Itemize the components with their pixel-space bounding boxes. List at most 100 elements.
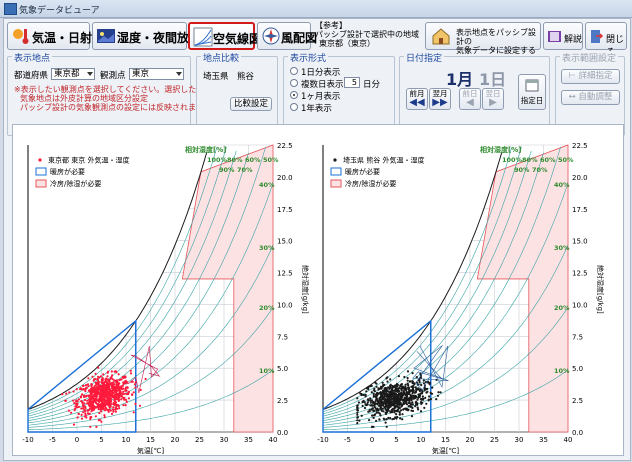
tab-humidity-radiation[interactable]: 湿度・夜間放射 (92, 22, 201, 50)
radio-multi-day[interactable] (290, 79, 298, 87)
close-button[interactable]: 閉じる (585, 22, 627, 58)
data-point (102, 373, 105, 376)
set-passive-weather-button[interactable]: 表示地点をパッシブ設計の 気象データに設定する (425, 22, 541, 55)
y-tick-label: 12.5 (277, 270, 293, 278)
data-point (417, 396, 420, 399)
data-point (107, 370, 110, 373)
data-point (102, 397, 105, 400)
data-point (395, 413, 398, 416)
help-button[interactable]: 解説 (543, 22, 583, 50)
book-icon (548, 31, 561, 42)
group-title: 地点比較 (201, 51, 242, 64)
data-point (82, 388, 85, 391)
prefecture-select[interactable]: 東京都 (51, 68, 95, 80)
rh-label: 90% (514, 166, 530, 174)
data-point (92, 408, 95, 411)
next-month-button[interactable]: 翌月 ▶▶ (429, 88, 451, 110)
data-point (64, 399, 67, 402)
data-point (400, 383, 403, 386)
double-left-arrow-icon: ◀◀ (409, 97, 425, 108)
data-point (390, 408, 393, 411)
data-point (106, 401, 109, 404)
data-point (89, 400, 92, 403)
data-point (100, 400, 103, 403)
data-point (105, 394, 108, 397)
data-point (373, 409, 376, 412)
data-point (123, 392, 126, 395)
data-point (87, 385, 90, 388)
data-point (431, 386, 434, 389)
data-point (99, 397, 103, 400)
data-point (89, 425, 92, 428)
data-point (409, 397, 412, 400)
data-point (99, 405, 103, 408)
auto-range-button[interactable]: ↔ 自動調整 (561, 90, 620, 105)
group-title: 表示範囲設定 (560, 51, 619, 64)
prev-month-label: 前月 (409, 89, 425, 98)
data-point (385, 377, 388, 380)
data-point (405, 399, 408, 402)
tab-psychrometric[interactable]: 空気線図 (188, 22, 261, 50)
data-point (108, 380, 111, 383)
data-point (416, 398, 419, 401)
y-tick-label: 17.5 (572, 206, 588, 214)
pick-date-button[interactable]: 指定日 (518, 74, 546, 110)
data-point (113, 379, 116, 382)
data-point (405, 392, 409, 395)
data-point (407, 392, 410, 396)
group-title: 日付指定 (404, 51, 445, 64)
data-point (373, 387, 376, 390)
tab-wind-rose[interactable]: 風配図 (257, 22, 317, 50)
reference-info: 【参考】 パッシブ設計で選択中の地域 東京都（東京） (315, 21, 421, 51)
y-tick-label: 22.5 (572, 142, 588, 150)
data-point (94, 378, 97, 381)
prev-month-button[interactable]: 前月 ◀◀ (406, 88, 428, 110)
data-point (382, 398, 385, 401)
data-point (396, 395, 399, 398)
station-label: 観測点 (100, 71, 126, 81)
data-point (422, 397, 425, 400)
data-point (94, 372, 97, 375)
days-input[interactable]: 5 (344, 77, 360, 88)
data-point (97, 380, 100, 384)
rh-curve (28, 369, 274, 430)
detail-range-label: 詳細指定 (578, 71, 613, 81)
note-line2: 気象地点は外皮計算の地域区分設定 (20, 94, 148, 103)
data-point (123, 398, 126, 401)
data-point (407, 384, 410, 387)
data-point (102, 389, 105, 393)
data-point (83, 415, 86, 418)
data-point (387, 416, 390, 419)
compare-settings-button[interactable]: 比較設定 (230, 97, 272, 111)
tab-label: 気温・日射量 (32, 31, 105, 45)
data-point (389, 417, 392, 420)
rh-curve (27, 151, 208, 410)
data-point (124, 375, 127, 378)
tab-temperature-solar[interactable]: 気温・日射量 (7, 22, 104, 50)
station-select[interactable]: 東京 (129, 68, 184, 80)
radio-one-year[interactable] (290, 103, 298, 111)
data-point (383, 395, 386, 398)
data-point (384, 405, 387, 408)
prev-day-button[interactable]: 前日 ◀ (459, 88, 481, 110)
detail-range-button[interactable]: ⊢ 詳細指定 (561, 69, 620, 84)
y-tick-label: 7.5 (572, 333, 583, 341)
data-point (84, 412, 87, 415)
data-point (357, 401, 360, 404)
data-point (439, 391, 442, 394)
y-tick-label: 5.0 (572, 365, 583, 373)
y-tick-label: 17.5 (277, 206, 293, 214)
data-point (356, 413, 359, 416)
tab-label: 空気線図 (213, 32, 262, 46)
data-point (118, 398, 121, 402)
radio-one-month[interactable] (290, 91, 298, 99)
data-point (111, 391, 114, 394)
data-point (362, 393, 365, 397)
next-day-button[interactable]: 翌日 ▶ (482, 88, 504, 110)
data-point (380, 396, 383, 399)
rh-label: 40% (259, 181, 275, 189)
data-point (61, 393, 64, 396)
radio-one-day-label: 1日分表示 (301, 68, 341, 78)
radio-one-day[interactable] (290, 67, 298, 75)
group-title: 表示地点 (12, 51, 53, 64)
